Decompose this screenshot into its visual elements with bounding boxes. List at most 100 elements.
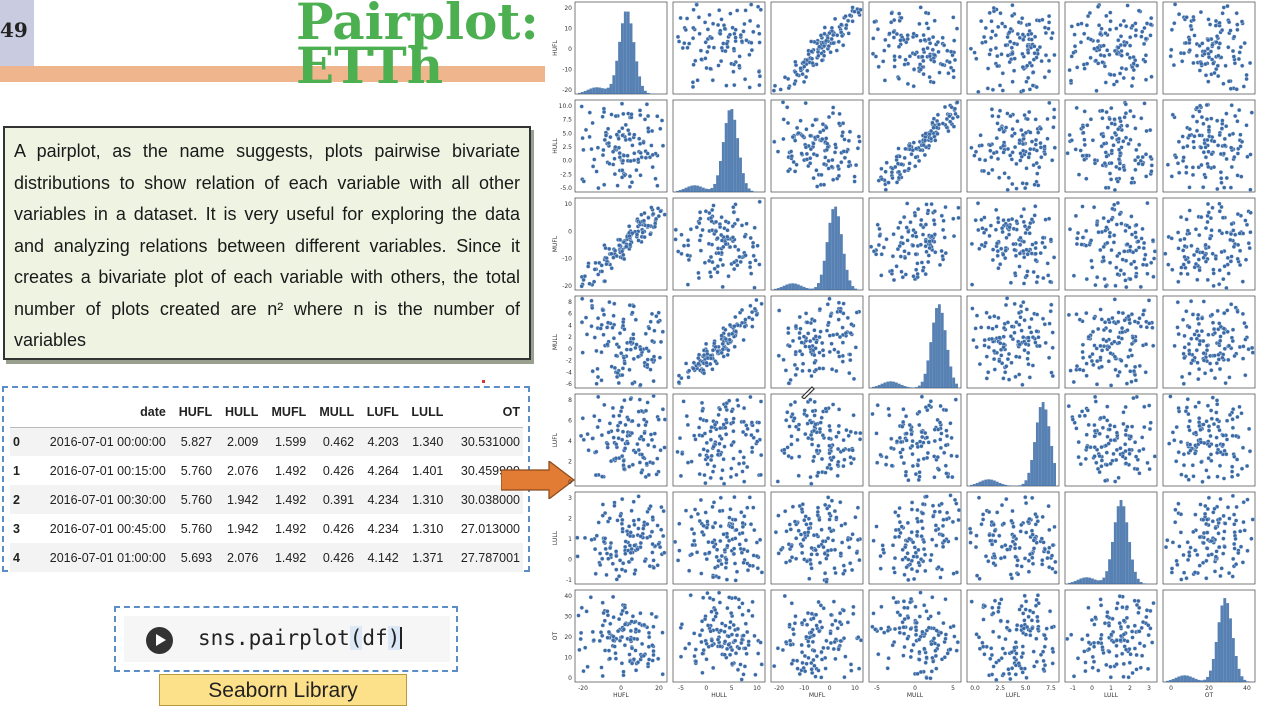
scatter-point <box>794 125 800 131</box>
scatter-point <box>1099 317 1104 322</box>
scatter-point <box>1000 21 1005 26</box>
scatter-point <box>932 475 937 480</box>
scatter-point <box>808 397 813 402</box>
scatter-point <box>910 233 915 238</box>
scatter-point <box>1137 316 1142 321</box>
table-cell: 4.142 <box>367 550 399 565</box>
scatter-point <box>1116 147 1122 152</box>
scatter-point <box>1222 310 1227 316</box>
scatter-point <box>1227 412 1233 418</box>
scatter-point <box>1169 47 1174 52</box>
histogram-bar <box>1085 577 1089 584</box>
subplot-MUFL-vs-HUFL <box>574 197 668 291</box>
scatter-point <box>1132 372 1138 378</box>
scatter-point <box>819 456 825 462</box>
scatter-point <box>1021 219 1026 225</box>
scatter-point <box>1127 43 1133 48</box>
scatter-point <box>797 314 802 320</box>
code-text[interactable]: sns.pairplot(df) <box>198 626 403 650</box>
scatter-point <box>704 556 709 562</box>
scatter-point <box>1082 137 1087 142</box>
scatter-point <box>617 155 622 160</box>
scatter-point <box>578 433 584 439</box>
x-tick-label: 20 <box>655 685 663 692</box>
scatter-point <box>1006 175 1011 180</box>
scatter-point <box>1098 247 1103 253</box>
scatter-point <box>951 75 956 80</box>
histogram-bar <box>1070 582 1074 584</box>
scatter-point <box>827 30 832 36</box>
scatter-point <box>1101 43 1106 48</box>
scatter-point <box>796 427 801 432</box>
scatter-point <box>743 317 748 322</box>
scatter-point <box>1191 17 1196 23</box>
histogram-bar <box>872 386 875 388</box>
scatter-point <box>1225 3 1230 9</box>
scatter-point <box>607 516 612 521</box>
histogram-bar <box>889 381 893 388</box>
scatter-point <box>685 460 691 465</box>
scatter-point <box>838 309 843 314</box>
scatter-point <box>716 63 721 68</box>
scatter-point <box>1215 186 1220 192</box>
scatter-point <box>1096 23 1102 28</box>
scatter-point <box>593 260 598 266</box>
scatter-point <box>708 215 714 221</box>
scatter-point <box>1201 422 1206 427</box>
scatter-point <box>839 22 844 27</box>
scatter-point <box>1214 549 1219 554</box>
scatter-point <box>994 324 999 329</box>
scatter-point <box>899 524 904 529</box>
scatter-point <box>600 308 605 313</box>
scatter-point <box>748 303 753 308</box>
scatter-point <box>806 526 811 531</box>
histogram-bar <box>900 384 904 388</box>
scatter-point <box>1099 364 1104 369</box>
histogram-bar <box>943 330 947 388</box>
scatter-point <box>1197 232 1202 238</box>
scatter-point <box>1117 369 1122 375</box>
scatter-point <box>934 543 939 548</box>
scatter-point <box>939 431 944 436</box>
scatter-point <box>700 227 705 233</box>
scatter-point <box>1224 175 1229 181</box>
scatter-point <box>1201 517 1206 522</box>
scatter-point <box>1204 117 1210 122</box>
scatter-point <box>800 133 806 139</box>
scatter-point <box>1022 348 1027 353</box>
histogram-bar <box>684 187 688 192</box>
scatter-point <box>1133 230 1138 235</box>
scatter-point <box>1232 61 1238 66</box>
scatter-point <box>1099 458 1105 463</box>
scatter-point <box>947 60 952 65</box>
scatter-point <box>1178 214 1184 220</box>
histogram-bar <box>984 479 988 486</box>
scatter-point <box>999 353 1004 358</box>
scatter-point <box>723 565 728 570</box>
scatter-point <box>1172 21 1177 26</box>
scatter-point <box>631 336 636 341</box>
run-cell-button[interactable] <box>146 627 173 654</box>
scatter-point <box>611 255 616 260</box>
scatter-point <box>896 76 902 81</box>
scatter-point <box>1047 527 1052 533</box>
scatter-point <box>889 463 895 468</box>
scatter-point <box>1118 22 1123 28</box>
scatter-point <box>804 151 810 157</box>
scatter-point <box>953 111 958 117</box>
scatter-point <box>932 509 937 514</box>
scatter-point <box>1070 417 1075 422</box>
scatter-point <box>1021 239 1027 244</box>
code-editor[interactable]: sns.pairplot(df) <box>124 616 450 662</box>
scatter-point <box>948 65 954 70</box>
scatter-point <box>1226 19 1232 25</box>
subplot-LUFL-vs-MULL <box>868 393 962 487</box>
scatter-point <box>872 19 877 25</box>
histogram-bar <box>716 175 719 192</box>
scatter-point <box>1240 560 1246 565</box>
scatter-point <box>649 357 655 362</box>
y-tick-label: 10.0 <box>559 103 573 110</box>
scatter-point <box>827 428 833 433</box>
scatter-point <box>749 449 755 455</box>
scatter-point <box>1012 144 1018 150</box>
